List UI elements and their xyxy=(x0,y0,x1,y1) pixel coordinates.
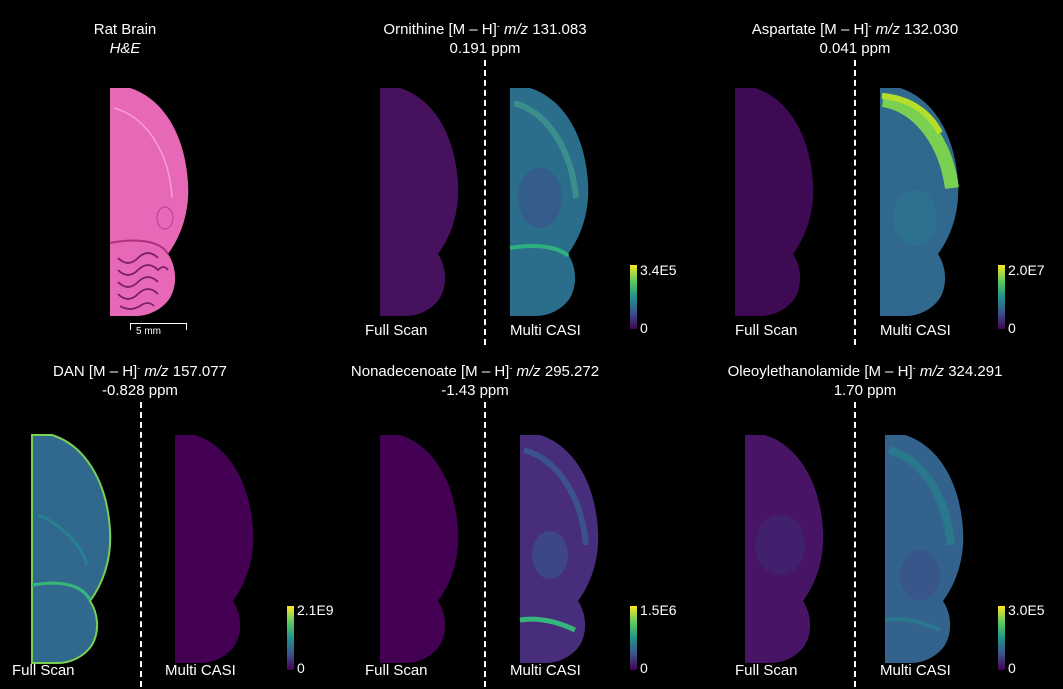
oleoylethanolamide-multi-casi-image xyxy=(884,435,964,663)
colorbar-oleoylethanolamide xyxy=(998,606,1005,670)
ppm-ornithine: 0.191 ppm xyxy=(449,40,521,57)
colorbar-ornithine xyxy=(630,265,637,329)
panel-title-oleoylethanolamide: Oleoylethanolamide [M – H]- m/z 324.291 … xyxy=(685,362,1045,400)
scale-bar-label: 5 mm xyxy=(136,326,161,337)
divider-ornithine xyxy=(484,60,486,345)
divider-dan xyxy=(140,402,142,687)
divider-nonadecenoate xyxy=(484,402,486,687)
dan-full-scan-image xyxy=(31,434,112,664)
colorbar-max-nonadecenoate: 1.5E6 xyxy=(640,602,677,618)
panel-title-aspartate: Aspartate [M – H]- m/z 132.030 0.041 ppm xyxy=(715,20,995,58)
panel-title-dan: DAN [M – H]- m/z 157.077 -0.828 ppm xyxy=(5,362,275,400)
aspartate-multi-casi-image xyxy=(880,88,959,316)
colorbar-nonadecenoate xyxy=(630,606,637,670)
label-full-scan: Full Scan xyxy=(735,322,798,339)
colorbar-max-oleoylethanolamide: 3.0E5 xyxy=(1008,602,1045,618)
nonadecenoate-full-scan-image xyxy=(380,435,459,663)
label-multi-casi: Multi CASI xyxy=(880,322,951,339)
colorbar-max-ornithine: 3.4E5 xyxy=(640,262,677,278)
divider-oleoylethanolamide xyxy=(854,402,856,687)
label-multi-casi: Multi CASI xyxy=(510,662,581,679)
label-full-scan: Full Scan xyxy=(12,662,75,679)
colorbar-min-nonadecenoate: 0 xyxy=(640,660,648,676)
scale-bar xyxy=(130,323,187,330)
colorbar-dan xyxy=(287,606,294,670)
label-multi-casi: Multi CASI xyxy=(510,322,581,339)
ppm-nonadecenoate: -1.43 ppm xyxy=(441,382,509,399)
colorbar-aspartate xyxy=(998,265,1005,329)
colorbar-min-oleoylethanolamide: 0 xyxy=(1008,660,1016,676)
colorbar-min-dan: 0 xyxy=(297,660,305,676)
label-multi-casi: Multi CASI xyxy=(880,662,951,679)
panel-title-nonadecenoate: Nonadecenoate [M – H]- m/z 295.272 -1.43… xyxy=(330,362,620,400)
he-title-line: Rat Brain xyxy=(93,21,157,38)
label-full-scan: Full Scan xyxy=(365,322,428,339)
ornithine-full-scan-image xyxy=(380,88,459,316)
dan-multi-casi-image xyxy=(175,435,254,663)
colorbar-min-ornithine: 0 xyxy=(640,320,648,336)
ppm-aspartate: 0.041 ppm xyxy=(819,40,891,57)
ppm-dan: -0.828 ppm xyxy=(102,382,178,399)
aspartate-full-scan-image xyxy=(735,88,814,316)
oleoylethanolamide-full-scan-image xyxy=(745,435,824,663)
he-brain-image xyxy=(109,88,189,316)
divider-aspartate xyxy=(854,60,856,345)
he-subtitle: H&E xyxy=(109,40,141,57)
he-title: Rat Brain H&E xyxy=(55,20,195,58)
panel-title-ornithine: Ornithine [M – H]- m/z 131.083 0.191 ppm xyxy=(345,20,625,58)
label-full-scan: Full Scan xyxy=(735,662,798,679)
label-full-scan: Full Scan xyxy=(365,662,428,679)
colorbar-min-aspartate: 0 xyxy=(1008,320,1016,336)
colorbar-max-aspartate: 2.0E7 xyxy=(1008,262,1045,278)
ppm-oleoylethanolamide: 1.70 ppm xyxy=(833,382,897,399)
label-multi-casi: Multi CASI xyxy=(165,662,236,679)
ornithine-multi-casi-image xyxy=(509,88,589,316)
colorbar-max-dan: 2.1E9 xyxy=(297,602,334,618)
nonadecenoate-multi-casi-image xyxy=(519,435,599,663)
